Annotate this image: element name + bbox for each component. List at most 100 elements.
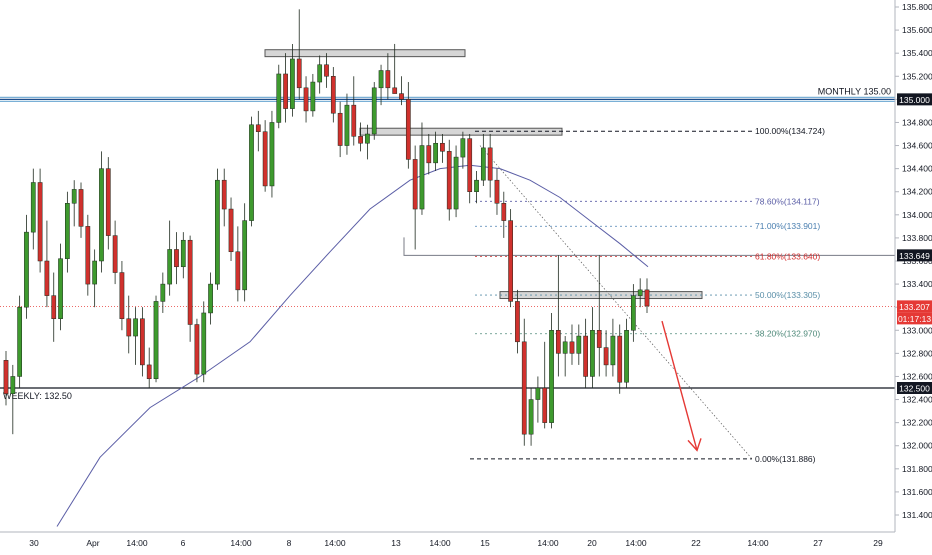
candle[interactable] xyxy=(249,116,254,227)
time-axis[interactable]: 30 Apr 14:00 6 14:00 8 14:00 13 14:00 15 14:00 20 14… xyxy=(0,531,932,550)
candle[interactable] xyxy=(330,67,336,123)
candle[interactable] xyxy=(440,134,445,163)
candle[interactable] xyxy=(24,214,29,319)
candle[interactable] xyxy=(140,307,145,377)
candle[interactable] xyxy=(467,134,473,204)
candle[interactable] xyxy=(242,203,248,302)
candle[interactable] xyxy=(385,53,391,100)
candle[interactable] xyxy=(221,168,227,227)
candle[interactable] xyxy=(146,347,152,388)
candle[interactable] xyxy=(228,197,234,262)
candle[interactable] xyxy=(426,134,432,175)
candle[interactable] xyxy=(624,318,629,388)
candle[interactable] xyxy=(133,307,138,365)
candle[interactable] xyxy=(119,261,125,331)
candle[interactable] xyxy=(515,289,520,354)
candle[interactable] xyxy=(303,76,309,123)
candle[interactable] xyxy=(508,209,513,308)
candle[interactable] xyxy=(296,9,302,100)
candle[interactable] xyxy=(160,272,166,313)
candle[interactable] xyxy=(283,53,288,123)
candle[interactable] xyxy=(521,318,527,446)
candle[interactable] xyxy=(480,134,486,186)
candle[interactable] xyxy=(337,101,343,158)
candle[interactable] xyxy=(555,255,561,377)
candle[interactable] xyxy=(187,235,193,342)
candle[interactable] xyxy=(474,170,479,204)
candle[interactable] xyxy=(269,110,275,198)
candle[interactable] xyxy=(235,226,241,302)
candle[interactable] xyxy=(10,364,16,435)
candle[interactable] xyxy=(487,134,493,198)
candle[interactable] xyxy=(174,232,179,285)
candle[interactable] xyxy=(310,73,316,117)
candle[interactable] xyxy=(644,278,650,313)
candle[interactable] xyxy=(603,330,609,377)
candle[interactable] xyxy=(255,110,261,152)
candle[interactable] xyxy=(433,131,438,171)
candle[interactable] xyxy=(126,295,132,354)
candle[interactable] xyxy=(92,249,98,308)
candle[interactable] xyxy=(494,168,500,215)
candle[interactable] xyxy=(58,243,63,331)
candle[interactable] xyxy=(194,318,200,383)
candle[interactable] xyxy=(583,318,588,388)
candle[interactable] xyxy=(344,93,350,155)
candle[interactable] xyxy=(105,157,111,250)
candle[interactable] xyxy=(180,232,186,279)
resistance-zone[interactable] xyxy=(264,49,466,58)
candle[interactable] xyxy=(419,122,425,215)
candle[interactable] xyxy=(590,307,595,388)
level-133649-line[interactable] xyxy=(403,237,895,256)
candle[interactable] xyxy=(153,295,159,383)
candle[interactable] xyxy=(44,220,50,308)
candle[interactable] xyxy=(501,191,507,238)
candle[interactable] xyxy=(276,64,282,129)
candle[interactable] xyxy=(37,168,43,273)
candle[interactable] xyxy=(201,301,207,383)
candle[interactable] xyxy=(85,214,91,296)
fib-trend-line[interactable] xyxy=(479,145,753,460)
candle[interactable] xyxy=(51,272,57,342)
candle[interactable] xyxy=(208,272,213,325)
candle[interactable] xyxy=(65,191,70,273)
candle[interactable] xyxy=(535,376,541,423)
candle[interactable] xyxy=(3,351,9,406)
candle[interactable] xyxy=(365,124,370,160)
candle[interactable] xyxy=(392,43,398,94)
candle[interactable] xyxy=(290,43,295,117)
candle[interactable] xyxy=(358,122,363,152)
candle[interactable] xyxy=(371,82,377,140)
candle[interactable] xyxy=(112,220,118,285)
moving-average-line[interactable] xyxy=(56,164,649,527)
candle[interactable] xyxy=(617,324,623,394)
candle[interactable] xyxy=(610,318,616,377)
candle[interactable] xyxy=(576,324,582,365)
price-axis[interactable]: 135.800 135.600 135.400 135.200 135.000 134.8… xyxy=(894,0,932,532)
candle[interactable] xyxy=(78,182,84,238)
candle[interactable] xyxy=(405,82,411,169)
candle[interactable] xyxy=(569,324,575,365)
candle[interactable] xyxy=(378,64,384,106)
candle[interactable] xyxy=(549,312,554,429)
candle[interactable] xyxy=(460,131,466,169)
candle[interactable] xyxy=(542,341,548,429)
candle[interactable] xyxy=(30,168,36,250)
candle[interactable] xyxy=(446,139,452,221)
candle[interactable] xyxy=(453,145,459,218)
candle[interactable] xyxy=(596,255,602,377)
candle[interactable] xyxy=(399,76,404,106)
candle[interactable] xyxy=(215,168,220,290)
candle[interactable] xyxy=(562,336,568,377)
candle[interactable] xyxy=(637,278,643,308)
candle[interactable] xyxy=(412,145,418,250)
candle[interactable] xyxy=(317,55,323,94)
candle[interactable] xyxy=(262,120,268,192)
candle[interactable] xyxy=(351,76,357,146)
candle[interactable] xyxy=(324,53,329,88)
candle[interactable] xyxy=(99,151,104,273)
candle[interactable] xyxy=(167,220,173,296)
candle[interactable] xyxy=(17,295,23,388)
